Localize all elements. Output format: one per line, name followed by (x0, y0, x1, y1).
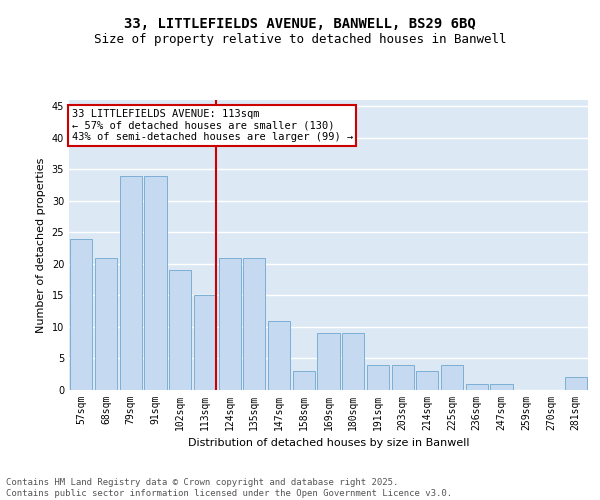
Text: Size of property relative to detached houses in Banwell: Size of property relative to detached ho… (94, 32, 506, 46)
Bar (194, 296, 216, 390)
Text: 33 LITTLEFIELDS AVENUE: 113sqm
← 57% of detached houses are smaller (130)
43% of: 33 LITTLEFIELDS AVENUE: 113sqm ← 57% of … (71, 108, 353, 142)
Bar (317, 334, 340, 390)
Bar (145, 176, 167, 390)
Bar (293, 371, 315, 390)
Bar (169, 270, 191, 390)
Text: Contains HM Land Registry data © Crown copyright and database right 2025.
Contai: Contains HM Land Registry data © Crown c… (6, 478, 452, 498)
Bar (342, 334, 364, 390)
Bar (565, 378, 587, 390)
Bar (416, 371, 439, 390)
Y-axis label: Number of detached properties: Number of detached properties (36, 158, 46, 332)
Bar (392, 365, 414, 390)
Bar (218, 258, 241, 390)
Bar (466, 384, 488, 390)
Bar (70, 238, 92, 390)
Bar (268, 320, 290, 390)
Bar (367, 365, 389, 390)
Bar (441, 365, 463, 390)
Bar (119, 176, 142, 390)
Text: 33, LITTLEFIELDS AVENUE, BANWELL, BS29 6BQ: 33, LITTLEFIELDS AVENUE, BANWELL, BS29 6… (124, 18, 476, 32)
X-axis label: Distribution of detached houses by size in Banwell: Distribution of detached houses by size … (188, 438, 469, 448)
Bar (95, 258, 117, 390)
Bar (243, 258, 265, 390)
Bar (490, 384, 512, 390)
